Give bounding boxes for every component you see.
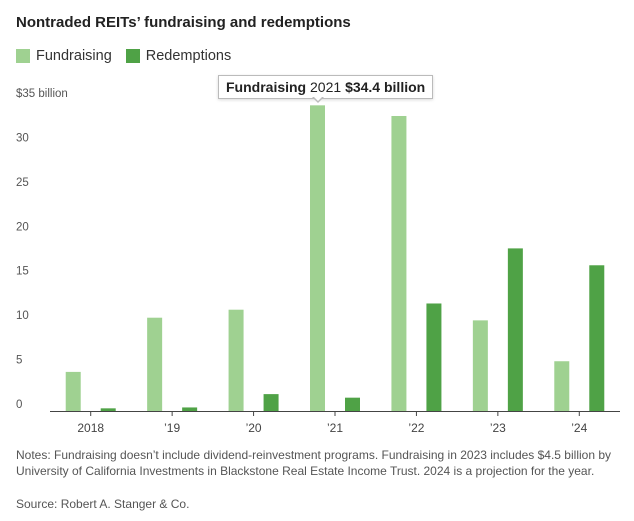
bar-redemptions-6[interactable] (589, 265, 605, 411)
y-tick-label: $35 billion (16, 88, 68, 100)
chart-title: Nontraded REITs’ fundraising and redempt… (16, 14, 351, 31)
bar-fundraising-1[interactable] (147, 317, 163, 411)
tooltip-series: Fundraising (226, 79, 307, 95)
bar-fundraising-2[interactable] (228, 309, 244, 411)
y-tick-label: 10 (16, 310, 29, 322)
legend-item-fundraising: Fundraising (16, 48, 112, 64)
y-tick-label: 5 (16, 355, 22, 367)
tooltip-year: 2021 (310, 79, 342, 95)
bar-fundraising-5[interactable] (472, 320, 488, 411)
x-tick-label: ’20 (246, 421, 262, 435)
x-tick-label: ’22 (408, 421, 424, 435)
legend-label-fundraising: Fundraising (36, 48, 112, 64)
bar-chart: 0 5 10 15 20 25 30 $35 billion 2018 ’19 ’20 ’21 ’22 ’… (16, 88, 620, 435)
y-tick-label: 25 (16, 177, 29, 189)
bar-redemptions-5[interactable] (507, 248, 523, 411)
x-tick-label: ’23 (490, 421, 506, 435)
bar-fundraising-0[interactable] (65, 371, 81, 411)
tooltip-value: $34.4 billion (345, 79, 426, 95)
x-tick-label: 2018 (77, 421, 104, 435)
bar-fundraising-3[interactable] (310, 105, 325, 412)
legend-swatch-redemptions (125, 49, 140, 63)
bar-redemptions-3[interactable] (345, 397, 360, 411)
x-tick-label: ’24 (571, 421, 587, 435)
y-tick-label: 15 (16, 266, 29, 278)
y-tick-label: 30 (16, 132, 29, 144)
bar-fundraising-4[interactable] (391, 115, 407, 411)
y-tick-label: 20 (16, 221, 29, 233)
x-tick-label: ’19 (164, 421, 180, 435)
chart-source: Source: Robert A. Stanger & Co. (16, 497, 190, 511)
y-tick-label: 0 (16, 399, 22, 411)
tooltip-pointer (312, 96, 324, 103)
legend-item-redemptions: Redemptions (125, 48, 232, 64)
bar-fundraising-6[interactable] (554, 361, 570, 411)
legend: Fundraising Redemptions (16, 48, 245, 64)
bar-redemptions-2[interactable] (263, 394, 279, 411)
bar-redemptions-1[interactable] (182, 407, 198, 411)
bar-redemptions-4[interactable] (426, 303, 442, 411)
legend-label-redemptions: Redemptions (145, 48, 232, 64)
legend-swatch-fundraising (16, 49, 30, 63)
x-tick-label: ’21 (327, 421, 343, 435)
bar-redemptions-0[interactable] (100, 408, 116, 411)
chart-notes: Notes: Fundraising doesn’t include divid… (16, 448, 612, 478)
chart-tooltip: Fundraising 2021 $34.4 billion (218, 75, 434, 99)
